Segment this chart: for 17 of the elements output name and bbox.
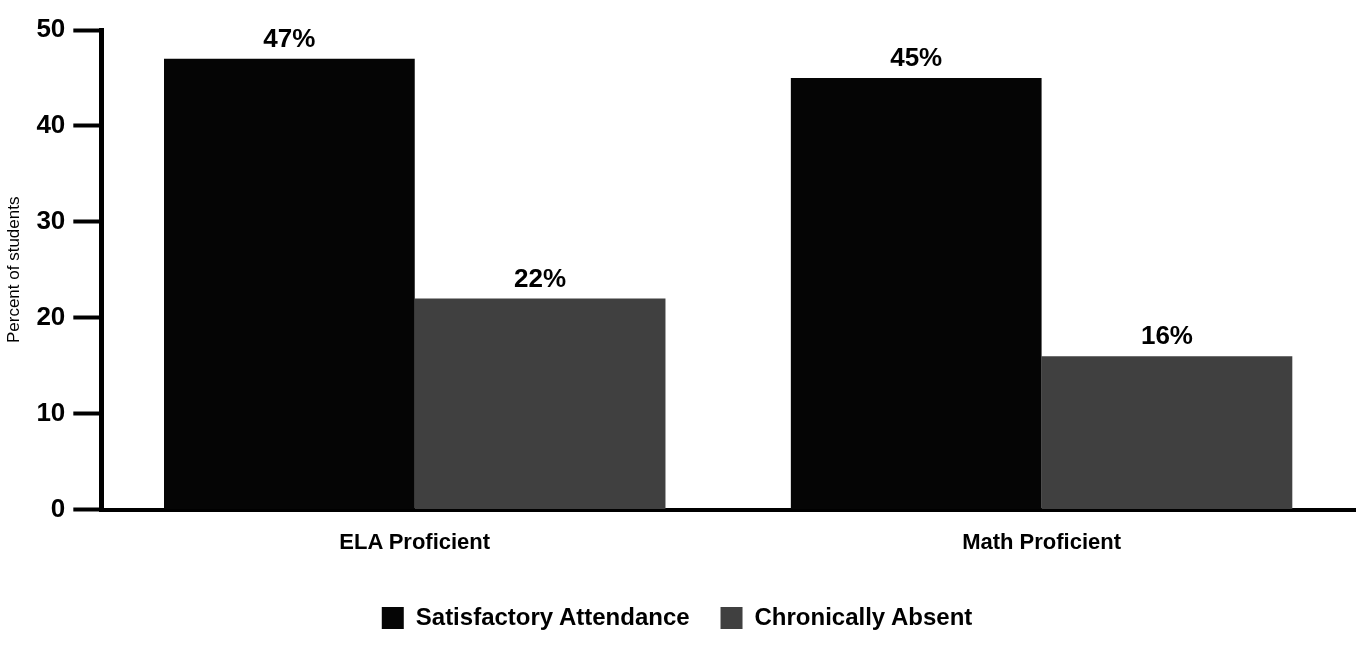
y-tick-label: 0	[50, 492, 66, 523]
x-tick-label: Math Proficient	[962, 528, 1122, 554]
bar	[414, 298, 666, 510]
legend-label: Satisfactory Attendance	[415, 602, 690, 630]
data-label: 47%	[263, 22, 316, 53]
y-tick-label: 30	[36, 205, 66, 236]
legend-label: Chronically Absent	[754, 602, 973, 630]
data-label: 45%	[890, 42, 943, 73]
data-label: 22%	[514, 262, 567, 293]
y-tick-label: 40	[36, 109, 66, 140]
y-axis-title: Percent of students	[3, 196, 23, 344]
x-tick-label: ELA Proficient	[339, 528, 491, 554]
data-label: 16%	[1140, 320, 1193, 351]
y-tick-label: 10	[36, 396, 66, 427]
bar	[1041, 356, 1293, 510]
y-tick-label: 20	[36, 300, 66, 331]
y-tick-label: 50	[36, 13, 66, 44]
